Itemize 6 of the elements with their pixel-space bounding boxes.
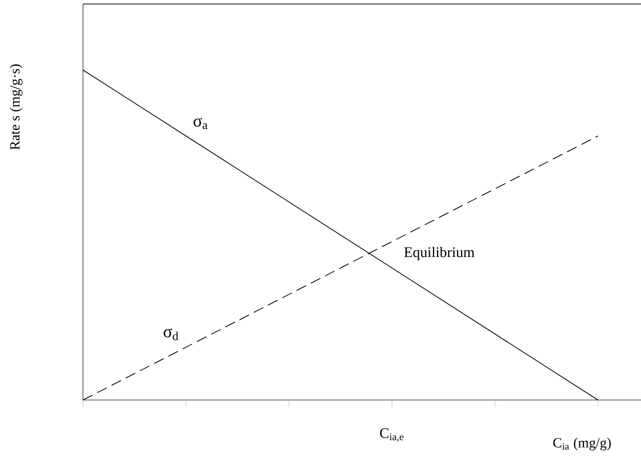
series-label: σ$_{d}$ xyxy=(164,328,178,340)
text: C$_{ia,e}$ xyxy=(380,428,404,442)
annotation: Equilibrium xyxy=(404,246,474,260)
x-axis-title: C$_{ia}$ (mg/g) xyxy=(553,438,611,450)
y-axis-title: Rate s (mg/g·s) xyxy=(10,64,22,150)
series-label: σ$_{a}$ xyxy=(194,118,208,130)
